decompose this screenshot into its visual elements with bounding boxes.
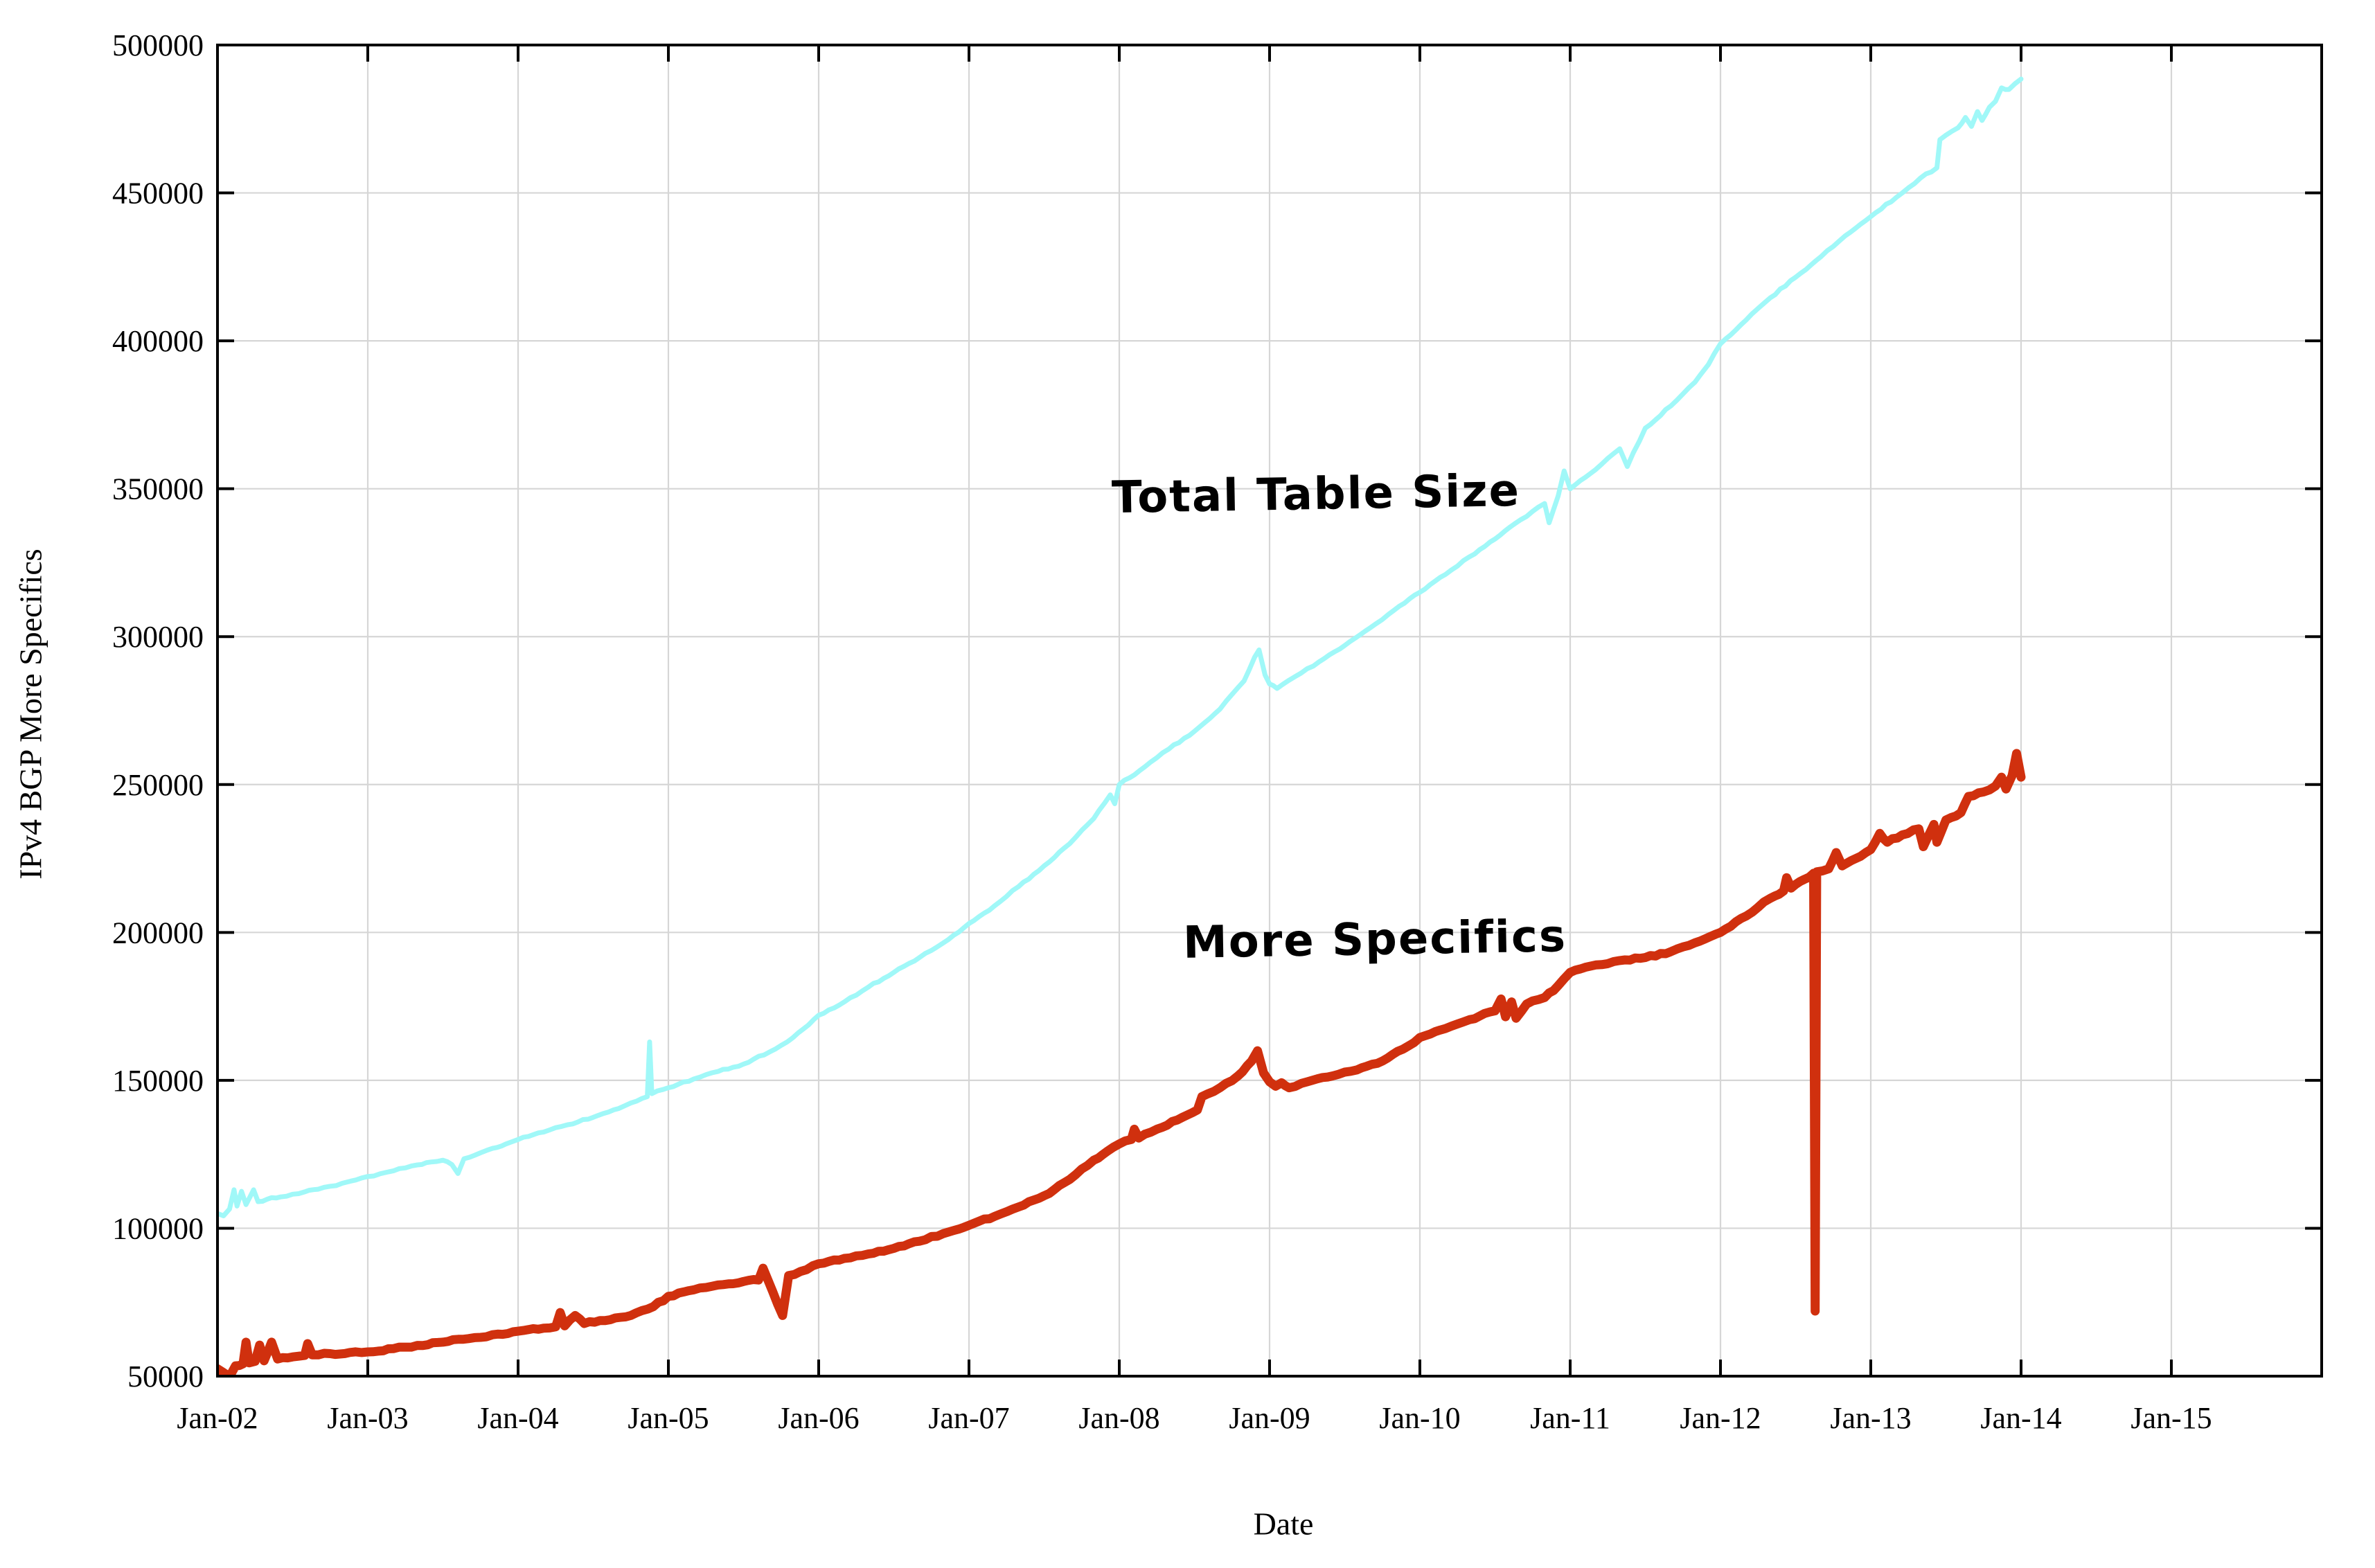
x-tick-labels: Jan-02 Jan-03 Jan-04 Jan-05 Jan-06 Jan-07 Jan-… <box>177 1401 2212 1435</box>
y-tick-label: 400000 <box>112 324 204 358</box>
y-tick-label: 150000 <box>112 1064 204 1098</box>
x-tick-label: Jan-06 <box>778 1401 859 1435</box>
annotation-more-specifics: More Specifics <box>1182 911 1567 969</box>
x-tick-label: Jan-09 <box>1229 1401 1310 1435</box>
x-tick-label: Jan-11 <box>1530 1401 1610 1435</box>
x-tick-label: Jan-13 <box>1830 1401 1911 1435</box>
x-tick-label: Jan-04 <box>477 1401 558 1435</box>
y-tick-label: 50000 <box>127 1360 204 1393</box>
series-line-total-table-size <box>217 76 2024 1218</box>
y-tick-label: 300000 <box>112 620 204 654</box>
x-tick-label: Jan-05 <box>628 1401 709 1435</box>
x-tick-label: Jan-14 <box>1980 1401 2061 1435</box>
x-tick-label: Jan-03 <box>327 1401 408 1435</box>
x-tick-label: Jan-08 <box>1078 1401 1159 1435</box>
y-tick-label: 450000 <box>112 177 204 211</box>
y-tick-label: 100000 <box>112 1211 204 1245</box>
y-tick-label: 250000 <box>112 768 204 802</box>
x-axis-title: Date <box>1253 1506 1314 1542</box>
x-tick-label: Jan-15 <box>2131 1401 2212 1435</box>
y-axis-title: IPv4 BGP More Specifics <box>12 549 48 880</box>
y-tick-label: 350000 <box>112 472 204 506</box>
x-tick-label: Jan-02 <box>177 1401 258 1435</box>
x-tick-label: Jan-10 <box>1379 1401 1460 1435</box>
y-tick-label: 200000 <box>112 916 204 950</box>
y-tick-labels: 50000 100000 150000 200000 250000 300000 35000… <box>112 28 204 1393</box>
plot-border <box>216 44 2323 1378</box>
grid-lines <box>216 44 2323 1378</box>
series-line-more-specifics <box>217 749 2026 1376</box>
series-group <box>217 76 2026 1376</box>
y-tick-label: 500000 <box>112 28 204 62</box>
x-tick-label: Jan-07 <box>928 1401 1009 1435</box>
x-tick-label: Jan-12 <box>1680 1401 1761 1435</box>
annotation-total-table-size: Total Table Size <box>1111 465 1521 524</box>
